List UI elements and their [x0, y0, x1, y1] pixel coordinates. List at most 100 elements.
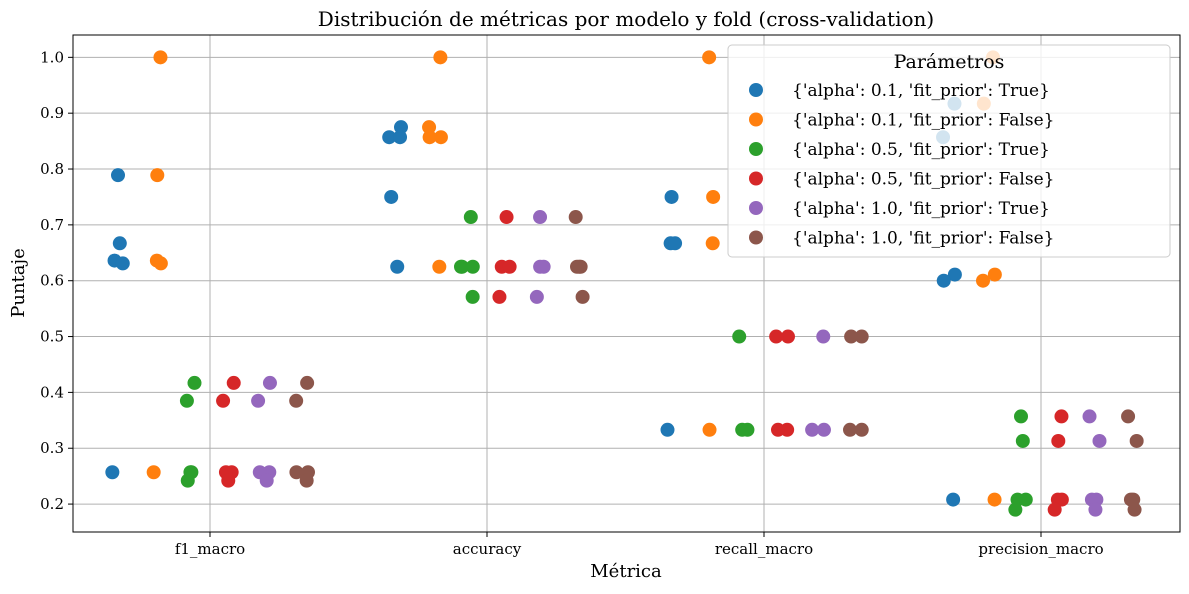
data-point	[112, 236, 127, 251]
data-point	[105, 465, 120, 480]
data-point	[843, 422, 858, 437]
y-tick-label: 0.8	[40, 160, 64, 178]
data-point	[433, 130, 448, 145]
x-tick-label: recall_macro	[715, 540, 813, 558]
data-points	[105, 50, 1144, 517]
x-tick-label: precision_macro	[978, 540, 1103, 558]
data-point	[492, 289, 507, 304]
data-point	[259, 473, 274, 488]
data-point	[1013, 409, 1028, 424]
data-point	[153, 50, 168, 65]
legend-box	[727, 44, 1171, 258]
data-point	[947, 267, 962, 282]
data-point	[1051, 433, 1066, 448]
data-point	[568, 210, 583, 225]
data-point	[179, 393, 194, 408]
data-point	[816, 422, 831, 437]
data-point	[289, 465, 304, 480]
legend-entry-label: {'alpha': 0.1, 'fit_prior': True}	[792, 81, 1050, 101]
data-point	[187, 375, 202, 390]
data-point	[987, 267, 1002, 282]
x-tick-label: f1_macro	[175, 540, 245, 558]
data-point	[115, 256, 130, 271]
data-point	[570, 259, 585, 274]
legend-marker	[749, 142, 763, 156]
legend-entry-label: {'alpha': 1.0, 'fit_prior': False}	[792, 229, 1054, 249]
data-point	[1082, 409, 1097, 424]
legend-title: Parámetros	[894, 51, 1005, 73]
data-point	[660, 422, 675, 437]
data-point	[1127, 502, 1142, 517]
y-axis-ticks: 0.2 0.3 0.4 0.5 0.6 0.7 0.8 0.9 1.0	[40, 48, 73, 513]
data-point	[382, 130, 397, 145]
data-point	[226, 375, 241, 390]
data-point	[529, 289, 544, 304]
data-point	[1047, 502, 1062, 517]
legend-entry-label: {'alpha': 0.5, 'fit_prior': True}	[792, 140, 1050, 160]
data-point	[770, 422, 785, 437]
data-point	[854, 329, 869, 344]
data-point	[816, 329, 831, 344]
data-point	[153, 256, 168, 271]
data-point	[289, 393, 304, 408]
data-point	[262, 375, 277, 390]
x-axis-ticks: f1_macro accuracy recall_macro precision_ma…	[175, 532, 1104, 558]
data-point	[502, 259, 517, 274]
data-point	[664, 189, 679, 204]
legend-items: {'alpha': 0.1, 'fit_prior': True} {'alpha…	[749, 81, 1054, 249]
data-point	[422, 130, 437, 145]
data-point	[433, 50, 448, 65]
data-point	[1008, 502, 1023, 517]
legend: Parámetros {'alpha': 0.1, 'fit_prior': T…	[727, 44, 1171, 258]
data-point	[536, 259, 551, 274]
legend-entry-label: {'alpha': 1.0, 'fit_prior': True}	[792, 199, 1050, 219]
data-point	[987, 492, 1002, 507]
chart-title: Distribución de métricas por modelo y fo…	[318, 7, 934, 31]
data-point	[393, 130, 408, 145]
data-point	[735, 422, 750, 437]
data-point	[465, 289, 480, 304]
plot-frame	[72, 34, 1181, 533]
data-point	[393, 120, 408, 135]
data-point	[1121, 409, 1136, 424]
y-tick-label: 0.2	[40, 495, 64, 513]
data-point	[1018, 492, 1033, 507]
legend-marker	[749, 112, 763, 127]
legend-entry-label: {'alpha': 0.5, 'fit_prior': False}	[792, 170, 1054, 190]
data-point	[668, 236, 683, 251]
data-point	[732, 329, 747, 344]
legend-entry-label: {'alpha': 0.1, 'fit_prior': False}	[792, 111, 1054, 131]
data-point	[1129, 433, 1144, 448]
data-point	[780, 329, 795, 344]
data-point	[702, 50, 717, 65]
data-point	[1054, 492, 1069, 507]
legend-marker	[749, 171, 763, 186]
data-point	[936, 273, 951, 288]
data-point	[299, 473, 314, 488]
data-point	[854, 422, 869, 437]
data-point	[221, 473, 236, 488]
data-point	[1088, 502, 1103, 517]
y-axis-label: Puntaje	[8, 248, 29, 318]
x-axis-label: Métrica	[590, 561, 662, 582]
legend-marker	[749, 201, 763, 215]
y-tick-label: 0.9	[40, 104, 64, 122]
data-point	[111, 168, 125, 183]
data-point	[946, 492, 961, 507]
y-tick-label: 0.3	[40, 439, 64, 457]
y-tick-label: 0.4	[40, 383, 64, 401]
data-point	[976, 273, 991, 288]
data-point	[251, 393, 266, 408]
data-point	[180, 473, 195, 488]
data-point	[1015, 433, 1030, 448]
data-point	[146, 465, 161, 480]
y-tick-label: 0.5	[40, 328, 64, 346]
data-point	[1092, 433, 1107, 448]
data-point	[390, 259, 405, 274]
legend-marker	[749, 83, 763, 97]
x-tick-label: accuracy	[453, 540, 522, 558]
y-tick-label: 0.7	[40, 216, 64, 234]
data-point	[575, 289, 590, 304]
